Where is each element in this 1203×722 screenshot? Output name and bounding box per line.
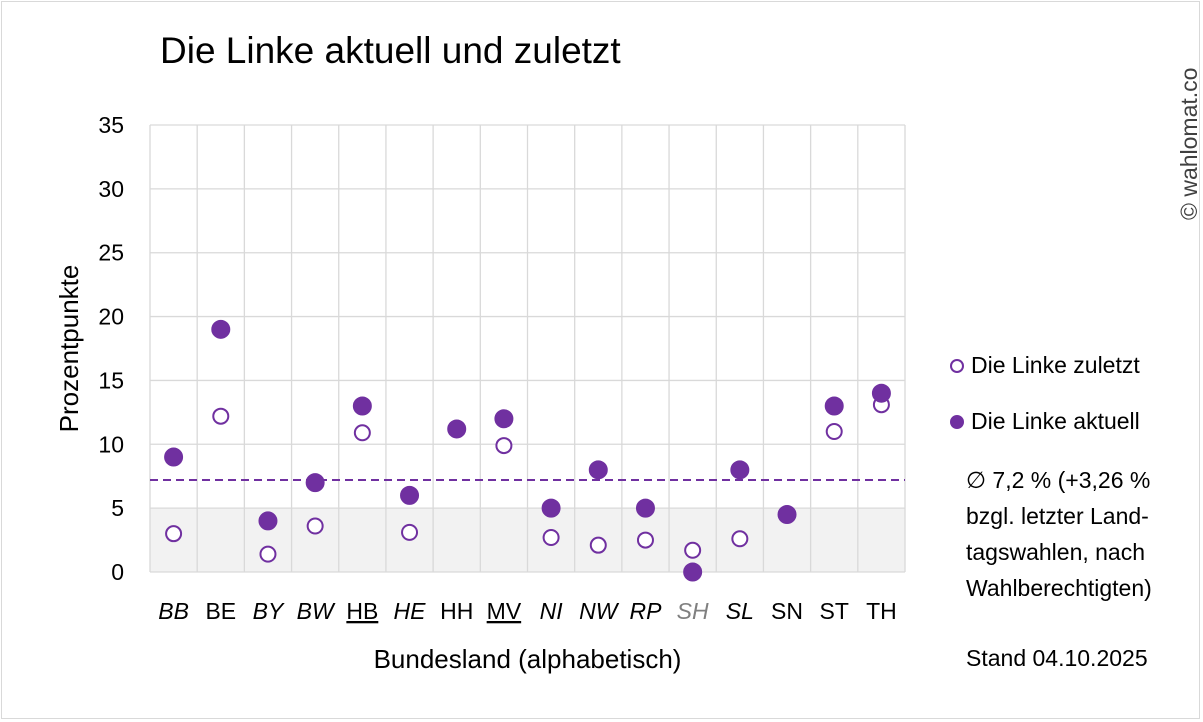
aktuell-data-point xyxy=(730,460,750,480)
y-axis-label: Prozentpunkte xyxy=(54,265,84,433)
x-tick-label: NI xyxy=(540,598,564,624)
open-circle-icon xyxy=(950,358,964,373)
zuletzt-data-point xyxy=(401,523,419,541)
stand-date: Stand 04.10.2025 xyxy=(966,645,1148,671)
zuletzt-data-point xyxy=(353,424,371,442)
x-tick-label: BB xyxy=(158,598,189,624)
y-tick-label: 30 xyxy=(98,176,124,202)
note-line-3: tagswahlen, nach xyxy=(966,539,1146,565)
zuletzt-data-point xyxy=(259,545,277,563)
x-tick-label: BY xyxy=(253,598,285,624)
x-tick-label: HH xyxy=(440,598,473,624)
x-tick-label: BW xyxy=(297,598,336,624)
x-tick-label: HE xyxy=(394,598,427,624)
aktuell-data-point xyxy=(400,485,420,505)
zuletzt-data-point xyxy=(495,437,513,455)
x-tick-label: SH xyxy=(677,598,709,624)
copyright-text: © wahlomat.co xyxy=(1176,67,1202,220)
legend-item-aktuell: Die Linke aktuell xyxy=(950,408,1140,435)
aktuell-data-point xyxy=(541,498,561,518)
filled-circle-icon xyxy=(950,414,964,429)
y-tick-label: 15 xyxy=(98,367,124,393)
aktuell-data-point xyxy=(683,562,703,582)
zuletzt-data-point xyxy=(825,423,843,441)
x-tick-label: SN xyxy=(771,598,803,624)
x-tick-label: NW xyxy=(579,598,620,624)
aktuell-data-point xyxy=(494,409,514,429)
x-tick-label: SL xyxy=(726,598,754,624)
note-line-2: bzgl. letzter Land- xyxy=(966,503,1149,529)
chart-title: Die Linke aktuell und zuletzt xyxy=(160,30,621,71)
average-note: ∅ 7,2 % (+3,26 % bzgl. letzter Land- tag… xyxy=(966,462,1196,606)
aktuell-data-point xyxy=(211,319,231,339)
zuletzt-data-point xyxy=(165,525,183,543)
y-tick-label: 20 xyxy=(98,304,124,330)
aktuell-data-point xyxy=(871,383,891,403)
aktuell-data-point xyxy=(305,473,325,493)
note-line-1: ∅ 7,2 % (+3,26 % xyxy=(966,467,1151,493)
aktuell-data-point xyxy=(352,396,372,416)
y-tick-label: 5 xyxy=(111,495,124,521)
x-tick-label: HB xyxy=(346,598,378,624)
zuletzt-data-point xyxy=(684,541,702,559)
legend-item-zuletzt: Die Linke zuletzt xyxy=(950,352,1140,379)
y-tick-label: 0 xyxy=(111,559,124,585)
zuletzt-data-point xyxy=(542,529,560,547)
aktuell-data-point xyxy=(164,447,184,467)
x-tick-label: BE xyxy=(205,598,236,624)
y-tick-label: 25 xyxy=(98,240,124,266)
zuletzt-data-point xyxy=(636,531,654,549)
y-tick-label: 35 xyxy=(98,112,124,138)
x-axis-label: Bundesland (alphabetisch) xyxy=(374,644,682,674)
legend-label-zuletzt: Die Linke zuletzt xyxy=(971,352,1140,378)
x-tick-label: TH xyxy=(866,598,897,624)
aktuell-data-point xyxy=(588,460,608,480)
y-tick-label: 10 xyxy=(98,431,124,457)
note-line-4: Wahlberechtigten) xyxy=(966,575,1152,601)
x-tick-label: ST xyxy=(820,598,849,624)
aktuell-data-point xyxy=(777,505,797,525)
zuletzt-data-point xyxy=(212,407,230,425)
aktuell-data-point xyxy=(635,498,655,518)
aktuell-data-point xyxy=(824,396,844,416)
x-tick-label: RP xyxy=(629,598,662,624)
zuletzt-data-point xyxy=(306,517,324,535)
aktuell-data-point xyxy=(447,419,467,439)
legend-label-aktuell: Die Linke aktuell xyxy=(971,408,1140,434)
aktuell-data-point xyxy=(258,511,278,531)
zuletzt-data-point xyxy=(731,530,749,548)
zuletzt-data-point xyxy=(589,536,607,554)
x-tick-label: MV xyxy=(487,598,522,624)
